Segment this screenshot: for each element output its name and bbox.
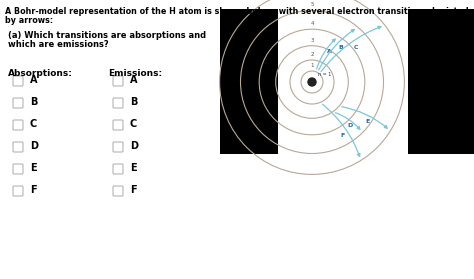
Text: C: C: [354, 45, 358, 50]
Text: D: D: [130, 141, 138, 151]
Text: 4: 4: [310, 21, 314, 26]
Text: B: B: [30, 97, 37, 107]
Text: which are emissions?: which are emissions?: [8, 40, 109, 49]
FancyBboxPatch shape: [113, 120, 123, 130]
Text: E: E: [30, 163, 36, 173]
FancyBboxPatch shape: [113, 186, 123, 196]
Text: Absorptions:: Absorptions:: [8, 69, 73, 78]
FancyBboxPatch shape: [113, 76, 123, 86]
FancyBboxPatch shape: [13, 98, 23, 108]
Text: n = 1: n = 1: [318, 72, 331, 77]
Text: Emissions:: Emissions:: [108, 69, 162, 78]
FancyBboxPatch shape: [13, 186, 23, 196]
Text: A: A: [327, 49, 331, 54]
Text: 3: 3: [310, 38, 314, 43]
Text: F: F: [340, 133, 345, 138]
Text: 2: 2: [310, 52, 314, 57]
Text: F: F: [130, 185, 137, 195]
Text: F: F: [30, 185, 36, 195]
FancyBboxPatch shape: [113, 98, 123, 108]
Text: B: B: [130, 97, 137, 107]
FancyBboxPatch shape: [13, 76, 23, 86]
Text: by arrows:: by arrows:: [5, 16, 53, 25]
Text: C: C: [30, 119, 37, 129]
Text: A: A: [130, 75, 137, 85]
FancyBboxPatch shape: [113, 164, 123, 174]
FancyBboxPatch shape: [13, 164, 23, 174]
Text: A: A: [30, 75, 37, 85]
Text: C: C: [130, 119, 137, 129]
Text: B: B: [338, 45, 343, 50]
Text: D: D: [30, 141, 38, 151]
Text: 5: 5: [310, 3, 314, 8]
FancyBboxPatch shape: [13, 142, 23, 152]
Text: 1: 1: [310, 63, 314, 68]
Text: A Bohr-model representation of the H atom is shown below, with several electron : A Bohr-model representation of the H ato…: [5, 7, 469, 16]
Text: D: D: [347, 123, 352, 128]
Bar: [408, 9, 474, 154]
Bar: [220, 9, 278, 154]
Text: E: E: [130, 163, 137, 173]
Circle shape: [308, 78, 316, 86]
FancyBboxPatch shape: [113, 142, 123, 152]
FancyBboxPatch shape: [13, 120, 23, 130]
Text: E: E: [365, 119, 370, 124]
Text: (a) Which transitions are absorptions and: (a) Which transitions are absorptions an…: [8, 31, 206, 40]
